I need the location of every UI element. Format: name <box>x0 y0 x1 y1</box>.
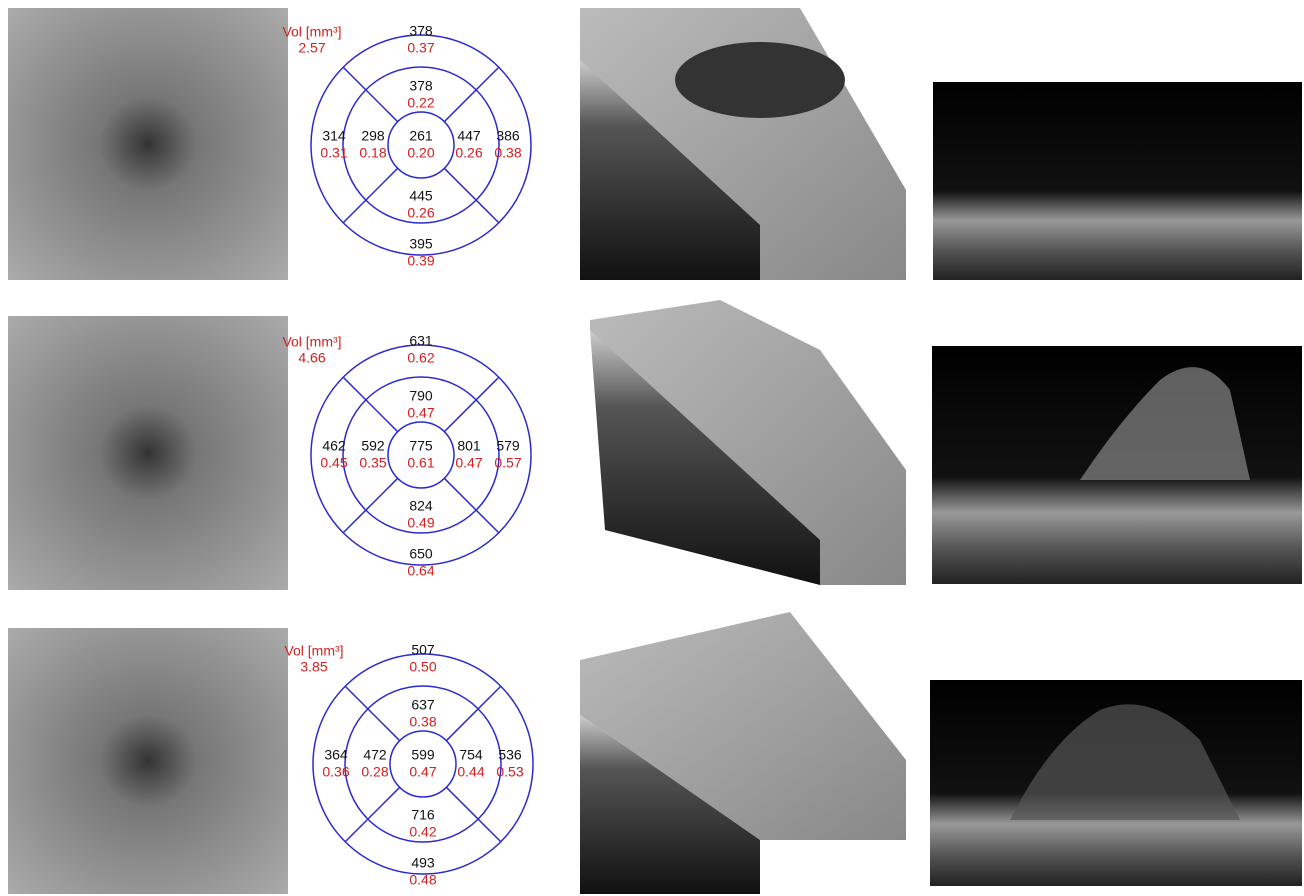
sector-map: Vol [mm³]4.666310.627900.474620.455920.3… <box>282 333 531 579</box>
sector-divider <box>343 67 397 121</box>
sector-map: Vol [mm³]2.573780.373780.223140.312980.1… <box>282 23 531 269</box>
thickness: 650 <box>409 546 433 562</box>
volume: 0.49 <box>407 515 434 531</box>
volume: 0.26 <box>407 205 434 221</box>
sector-divider <box>444 377 498 431</box>
thickness: 447 <box>457 128 481 144</box>
vol-total: 4.66 <box>298 350 325 366</box>
vol-label: Vol [mm³] <box>282 24 341 40</box>
vol-label: Vol [mm³] <box>284 643 343 659</box>
thickness: 364 <box>324 747 348 763</box>
oct-scans <box>930 82 1302 886</box>
volume: 0.31 <box>320 145 347 161</box>
volume: 0.18 <box>359 145 386 161</box>
volume: 0.45 <box>320 455 347 471</box>
volume: 0.48 <box>409 872 436 888</box>
vol-total: 3.85 <box>300 659 327 675</box>
vol-label: Vol [mm³] <box>282 334 341 350</box>
volume: 0.42 <box>409 824 436 840</box>
volume: 0.53 <box>496 764 523 780</box>
thickness: 801 <box>457 438 481 454</box>
sector-divider <box>444 168 498 222</box>
volume: 0.38 <box>494 145 521 161</box>
thickness: 462 <box>322 438 346 454</box>
volume: 0.47 <box>407 405 434 421</box>
thickness: 579 <box>496 438 520 454</box>
volume: 0.47 <box>455 455 482 471</box>
thickness: 631 <box>409 333 433 349</box>
sector-maps: Vol [mm³]2.573780.373780.223140.312980.1… <box>282 23 533 888</box>
sector-divider <box>345 787 399 841</box>
thickness: 637 <box>411 697 435 713</box>
sector-divider <box>343 168 397 222</box>
thickness: 261 <box>409 128 433 144</box>
fundus-images <box>8 8 288 894</box>
thickness: 507 <box>411 642 435 658</box>
thickness: 314 <box>322 128 346 144</box>
thickness: 592 <box>361 438 385 454</box>
thickness: 445 <box>409 188 433 204</box>
volume: 0.35 <box>359 455 386 471</box>
thickness: 395 <box>409 236 433 252</box>
sector-divider <box>345 686 399 740</box>
sector-divider <box>444 478 498 532</box>
fundus-image <box>8 8 288 280</box>
thickness: 775 <box>409 438 433 454</box>
volume: 0.47 <box>409 764 436 780</box>
volume: 0.57 <box>494 455 521 471</box>
fundus-image <box>8 316 288 590</box>
fundus-image <box>8 628 288 894</box>
thickness: 378 <box>409 78 433 94</box>
volume: 0.38 <box>409 714 436 730</box>
thickness: 536 <box>498 747 522 763</box>
sector-divider <box>446 686 500 740</box>
thickness: 493 <box>411 855 435 871</box>
thickness: 386 <box>496 128 520 144</box>
volume: 0.39 <box>407 253 434 269</box>
volume: 0.61 <box>407 455 434 471</box>
sector-divider <box>343 478 397 532</box>
volume: 0.50 <box>409 659 436 675</box>
volume: 0.36 <box>322 764 349 780</box>
vol-total: 2.57 <box>298 40 325 56</box>
sector-divider <box>343 377 397 431</box>
sector-divider <box>446 787 500 841</box>
thickness: 790 <box>409 388 433 404</box>
volume: 0.64 <box>407 563 434 579</box>
thickness: 599 <box>411 747 435 763</box>
thickness: 298 <box>361 128 385 144</box>
3d-cup <box>675 42 845 118</box>
volume: 0.22 <box>407 95 434 111</box>
volume: 0.37 <box>407 40 434 56</box>
sector-divider <box>444 67 498 121</box>
thickness: 378 <box>409 23 433 39</box>
volume: 0.28 <box>361 764 388 780</box>
thickness: 472 <box>363 747 387 763</box>
thickness: 754 <box>459 747 483 763</box>
thickness: 824 <box>409 498 433 514</box>
volume: 0.62 <box>407 350 434 366</box>
oct-scan <box>933 82 1302 280</box>
thickness: 716 <box>411 807 435 823</box>
volume: 0.26 <box>455 145 482 161</box>
3d-renders <box>580 8 906 894</box>
figure: Vol [mm³]2.573780.373780.223140.312980.1… <box>0 0 1304 896</box>
volume: 0.44 <box>457 764 484 780</box>
volume: 0.20 <box>407 145 434 161</box>
